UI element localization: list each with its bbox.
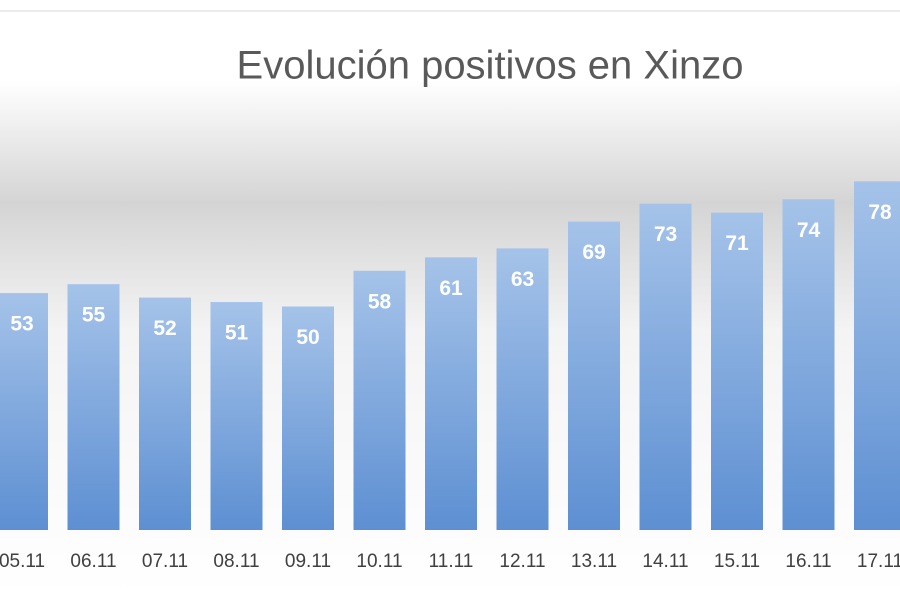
x-tick-label: 16.11 (785, 551, 831, 572)
x-tick-label: 15.11 (714, 551, 760, 572)
x-tick-label: 10.11 (356, 551, 402, 572)
x-tick-label: 11.11 (429, 551, 474, 572)
bar (711, 212, 763, 530)
data-label: 58 (368, 290, 392, 313)
bar (67, 284, 120, 530)
x-tick-label: 05.11 (0, 551, 45, 572)
data-label: 53 (10, 313, 33, 336)
x-tick-label: 17.11 (857, 551, 900, 572)
x-tick-label: 06.11 (70, 551, 116, 572)
data-label: 69 (582, 241, 605, 264)
bar (854, 181, 900, 530)
data-label: 73 (654, 223, 677, 246)
bar (353, 270, 406, 530)
bar (782, 199, 835, 530)
bar (282, 306, 334, 530)
data-label: 50 (296, 326, 319, 349)
x-tick-label: 14.11 (642, 551, 688, 572)
chart-title: Evolución positivos en Xinzo (237, 44, 744, 88)
bar (210, 302, 263, 530)
data-label: 71 (725, 232, 749, 255)
bar (0, 293, 48, 530)
x-tick-label: 13.11 (571, 551, 617, 572)
data-label: 55 (82, 304, 106, 327)
data-label: 78 (868, 201, 892, 224)
data-label: 74 (797, 219, 821, 242)
bar (425, 257, 477, 530)
x-tick-label: 12.11 (499, 551, 545, 572)
x-tick-label: 09.11 (285, 551, 331, 572)
bar (496, 248, 549, 530)
bar (568, 221, 620, 530)
x-tick-label: 07.11 (142, 551, 188, 572)
bar (639, 203, 692, 530)
bar (139, 297, 191, 530)
x-tick-label: 08.11 (213, 551, 259, 572)
data-label: 63 (511, 268, 534, 291)
data-label: 51 (225, 322, 249, 345)
data-label: 52 (153, 317, 176, 340)
data-label: 61 (439, 277, 463, 300)
